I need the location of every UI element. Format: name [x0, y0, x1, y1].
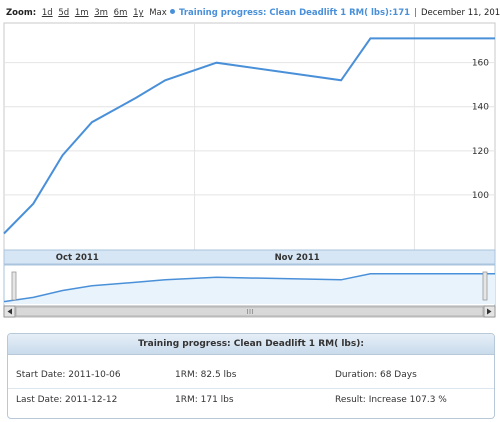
summary-title: Training progress: Clean Deadlift 1 RM( … — [8, 334, 494, 355]
zoom-bar: Zoom: 1d 5d 1m 3m 6m 1y Max — [6, 8, 167, 18]
zoom-max-button[interactable]: Max — [149, 8, 167, 18]
horizontal-gridlines — [4, 62, 495, 196]
zoom-1d-button[interactable]: 1d — [41, 8, 53, 18]
chart: 100 120 140 160 Oct 2011 Nov 2011 — [3, 22, 496, 318]
legend-series-value: 171 — [392, 8, 411, 18]
y-tick-label: 140 — [472, 103, 489, 113]
zoom-label: Zoom: — [6, 8, 37, 18]
legend-separator: | — [414, 8, 417, 18]
zoom-1y-button[interactable]: 1y — [133, 8, 144, 18]
duration: Duration: 68 Days — [335, 370, 417, 380]
x-tick-label: Nov 2011 — [275, 253, 320, 263]
arrow-right-icon — [487, 308, 492, 315]
zoom-3m-button[interactable]: 3m — [94, 8, 108, 18]
arrow-left-icon — [7, 308, 12, 315]
navigator-handle-right[interactable] — [482, 271, 488, 301]
last-date: Last Date: 2011-12-12 — [16, 395, 118, 405]
legend: Training progress: Clean Deadlift 1 RM( … — [170, 8, 500, 18]
legend-date: December 11, 2011 — [420, 8, 500, 18]
start-1rm: 1RM: 82.5 lbs — [175, 370, 237, 380]
series-line — [3, 37, 495, 235]
legend-dot-icon — [170, 9, 175, 14]
y-axis-tick-labels: 100 120 140 160 — [472, 59, 489, 201]
zoom-6m-button[interactable]: 6m — [113, 8, 128, 18]
y-tick-label: 100 — [472, 191, 489, 201]
scrollbar-grip-icon — [247, 309, 253, 314]
x-axis-band — [3, 249, 496, 265]
x-axis-tick-labels: Oct 2011 Nov 2011 — [56, 253, 320, 263]
scrollbar-thumb[interactable] — [15, 306, 484, 317]
summary-row-start: Start Date: 2011-10-06 1RM: 82.5 lbs Dur… — [8, 364, 494, 386]
y-tick-label: 160 — [472, 59, 489, 69]
start-date: Start Date: 2011-10-06 — [16, 370, 121, 380]
navigator-line — [3, 273, 495, 303]
vertical-gridlines — [194, 23, 415, 250]
legend-series-name: Training progress: Clean Deadlift 1 RM( … — [179, 8, 393, 18]
navigator-handle-left[interactable] — [11, 271, 17, 301]
zoom-1m-button[interactable]: 1m — [74, 8, 89, 18]
summary-panel: Training progress: Clean Deadlift 1 RM( … — [7, 333, 495, 419]
last-1rm: 1RM: 171 lbs — [175, 395, 234, 405]
summary-row-last: Last Date: 2011-12-12 1RM: 171 lbs Resul… — [8, 388, 494, 411]
zoom-5d-button[interactable]: 5d — [58, 8, 70, 18]
navigator-area — [4, 273, 495, 304]
y-tick-label: 120 — [472, 147, 489, 157]
x-tick-label: Oct 2011 — [56, 253, 99, 263]
plot-frame — [3, 22, 496, 251]
result: Result: Increase 107.3 % — [335, 395, 447, 405]
